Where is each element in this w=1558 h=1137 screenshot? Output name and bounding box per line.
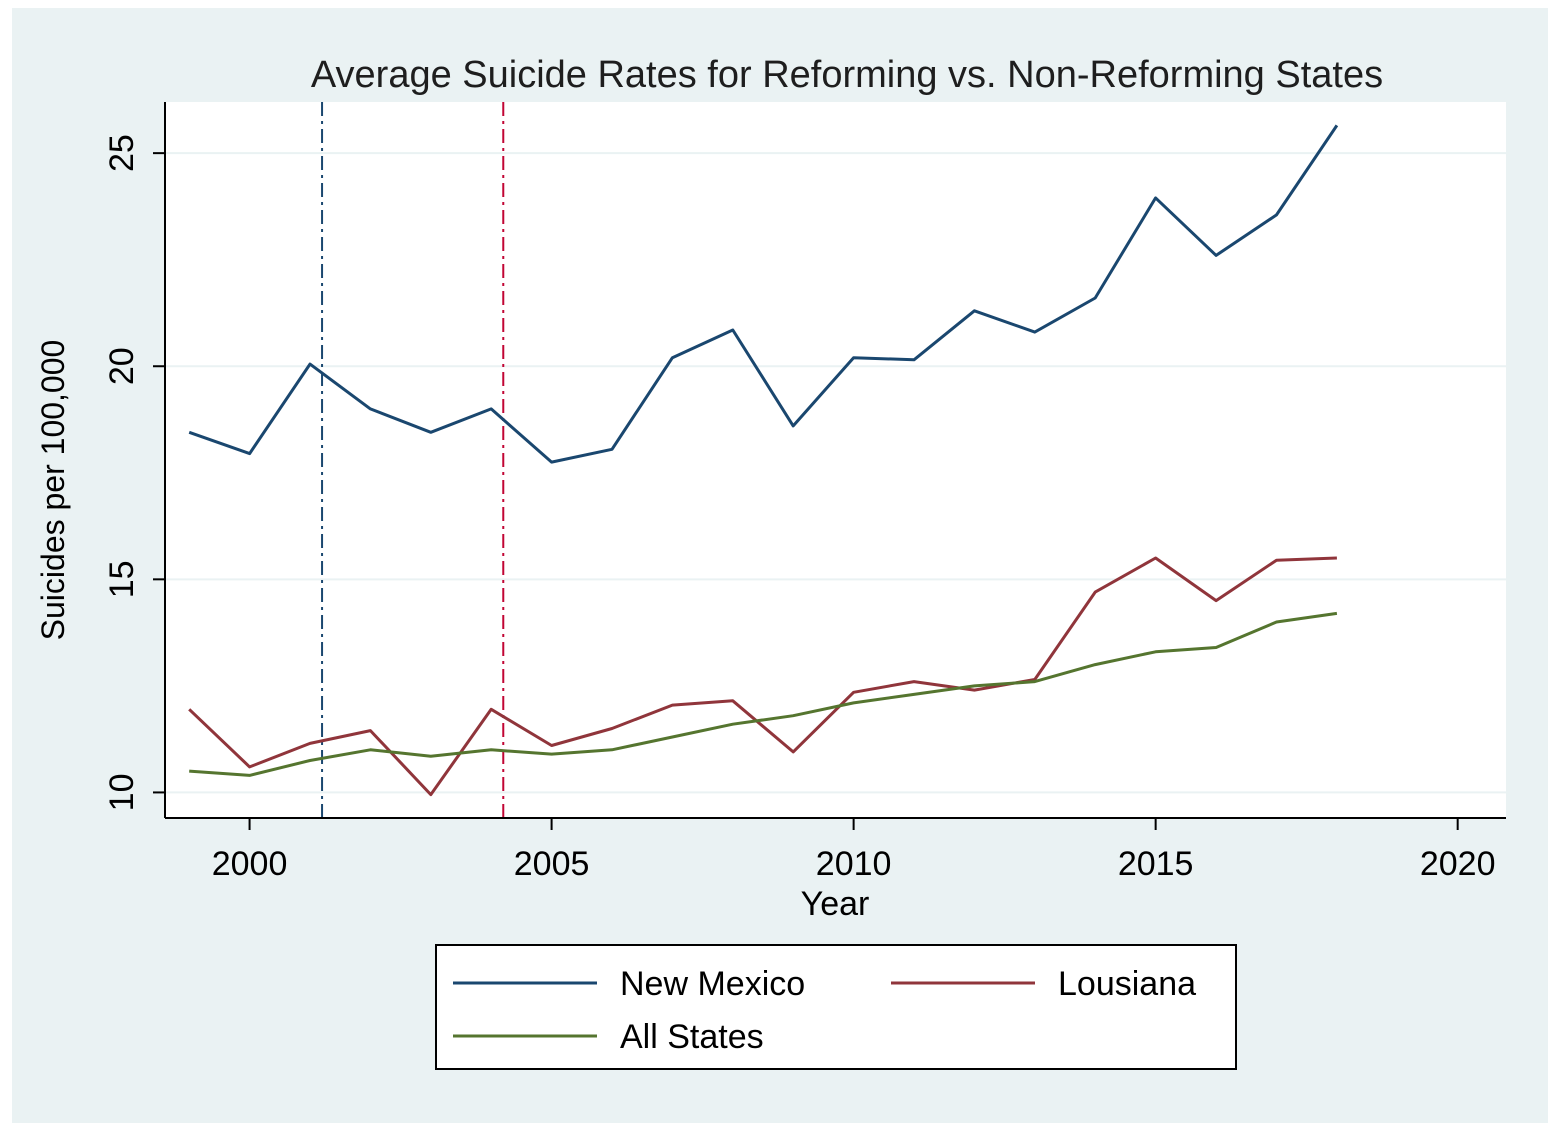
y-tick-label-20: 20 (103, 347, 141, 385)
y-axis-label: Suicides per 100,000 (35, 340, 71, 641)
series-lines (188, 124, 1339, 797)
x-tick-label-2000: 2000 (212, 845, 288, 883)
legend-label-new-mexico: New Mexico (620, 965, 805, 1003)
y-tick-label-10: 10 (103, 774, 141, 812)
x-tick-label-2015: 2015 (1118, 845, 1194, 883)
x-tick-label-2010: 2010 (816, 845, 892, 883)
series-line-all-states (189, 611, 1338, 777)
x-tick-label-2005: 2005 (514, 845, 590, 883)
axes: 2000 2005 2010 2015 2020 10 15 20 25 (103, 102, 1506, 883)
series-line-new-mexico (188, 124, 1339, 464)
y-tick-label-25: 25 (103, 134, 141, 172)
series-line-louisiana (188, 556, 1337, 797)
legend-label-louisiana: Lousiana (1058, 965, 1196, 1003)
chart-title: Average Suicide Rates for Reforming vs. … (311, 54, 1383, 96)
x-tick-label-2020: 2020 (1420, 845, 1496, 883)
grid-lines (165, 152, 1506, 794)
y-tick-label-15: 15 (103, 560, 141, 598)
x-axis-label: Year (801, 885, 870, 923)
plot-area (165, 102, 1506, 818)
legend-box (435, 944, 1237, 1070)
reference-lines (321, 102, 505, 818)
legend: New Mexico Lousiana All States (435, 944, 1237, 1070)
legend-label-all-states: All States (620, 1018, 764, 1056)
